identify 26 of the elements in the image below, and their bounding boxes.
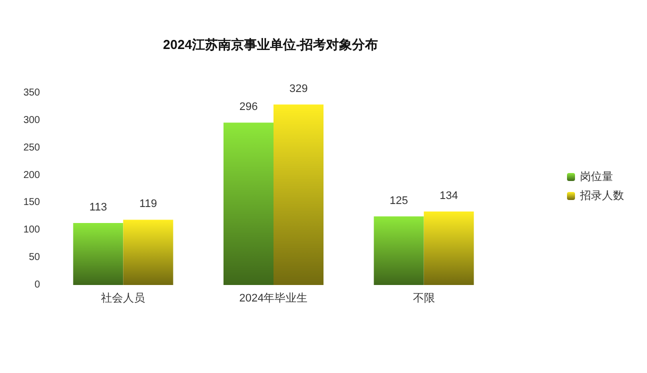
x-tick-label: 2024年毕业生	[239, 292, 308, 304]
bar	[374, 216, 424, 285]
y-tick-label: 200	[23, 170, 40, 181]
x-tick-label: 不限	[412, 292, 435, 304]
y-tick-label: 300	[23, 114, 40, 126]
data-label: 125	[390, 194, 408, 207]
data-label: 119	[139, 198, 157, 210]
data-label: 329	[289, 83, 308, 96]
y-tick-label: 0	[34, 280, 40, 290]
y-tick-label: 350	[23, 88, 40, 98]
bar	[123, 220, 174, 285]
data-label: 296	[239, 101, 258, 114]
bar	[424, 211, 474, 285]
legend-label: 岗位量	[580, 170, 613, 183]
data-label: 113	[89, 202, 107, 214]
y-tick-label: 150	[23, 197, 40, 208]
x-tick-label: 社会人员	[101, 292, 146, 304]
y-tick-label: 250	[23, 142, 40, 154]
chart-title: 2024江苏南京事业单位-招考对象分布	[163, 37, 378, 52]
bar	[73, 223, 124, 285]
y-tick-label: 100	[23, 224, 40, 236]
bar	[274, 104, 324, 285]
data-label: 134	[440, 190, 458, 202]
bar	[224, 122, 274, 285]
y-tick-label: 50	[28, 252, 40, 264]
legend-label: 招录人数	[579, 190, 624, 202]
